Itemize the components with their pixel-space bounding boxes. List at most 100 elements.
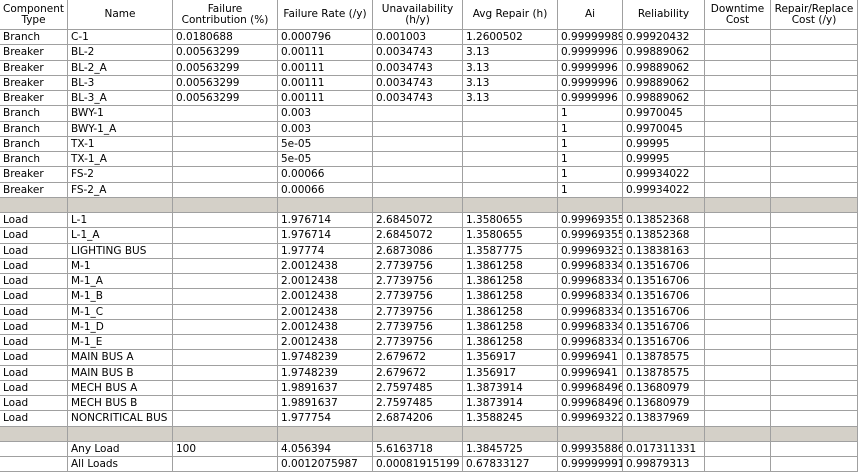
cell[interactable]: 0.99968334 [558, 289, 623, 305]
cell[interactable]: 0.13680979 [623, 381, 705, 396]
cell[interactable]: 0.0034743 [373, 45, 463, 61]
cell[interactable]: 1.3861258 [463, 335, 558, 350]
cell[interactable]: 1.3580655 [463, 228, 558, 244]
cell[interactable] [771, 244, 858, 259]
cell[interactable]: MECH BUS B [68, 396, 173, 411]
cell[interactable]: Branch [0, 152, 68, 167]
cell[interactable]: 2.6874206 [373, 411, 463, 427]
cell[interactable]: 2.0012438 [278, 335, 373, 350]
cell[interactable] [771, 45, 858, 61]
cell[interactable] [771, 137, 858, 152]
cell[interactable]: M-1 [68, 259, 173, 274]
cell[interactable]: Load [0, 396, 68, 411]
cell[interactable]: Breaker [0, 167, 68, 183]
cell[interactable] [373, 122, 463, 137]
cell[interactable]: 1.356917 [463, 350, 558, 366]
cell[interactable]: Load [0, 259, 68, 274]
cell[interactable] [705, 274, 771, 289]
cell[interactable] [771, 289, 858, 305]
cell[interactable]: 0.99969323 [558, 244, 623, 259]
cell[interactable]: Branch [0, 122, 68, 137]
cell[interactable]: 0.13516706 [623, 320, 705, 335]
cell[interactable] [705, 106, 771, 122]
cell[interactable]: 0.99968496 [558, 396, 623, 411]
cell[interactable]: 1.3845725 [463, 442, 558, 457]
cell[interactable]: BL-3 [68, 76, 173, 91]
cell[interactable] [705, 289, 771, 305]
cell[interactable]: 0.9999996 [558, 61, 623, 76]
cell[interactable]: 0.99969355 [558, 213, 623, 228]
cell[interactable]: 1.9748239 [278, 350, 373, 366]
cell[interactable]: 5.6163718 [373, 442, 463, 457]
cell[interactable]: 0.99889062 [623, 61, 705, 76]
cell[interactable] [173, 183, 278, 198]
cell[interactable] [771, 122, 858, 137]
cell[interactable]: 0.13516706 [623, 289, 705, 305]
cell[interactable]: 2.6845072 [373, 213, 463, 228]
cell[interactable] [173, 457, 278, 472]
cell[interactable] [705, 91, 771, 106]
cell[interactable]: Breaker [0, 76, 68, 91]
cell[interactable]: 1.2600502 [463, 30, 558, 45]
cell[interactable]: 0.13516706 [623, 335, 705, 350]
cell[interactable]: 0.99999991 [558, 457, 623, 472]
cell[interactable]: MAIN BUS B [68, 366, 173, 381]
cell[interactable]: 3.13 [463, 76, 558, 91]
cell[interactable] [705, 137, 771, 152]
cell[interactable]: 0.13516706 [623, 274, 705, 289]
cell[interactable] [705, 228, 771, 244]
cell[interactable]: 1.3861258 [463, 320, 558, 335]
cell[interactable] [771, 305, 858, 320]
cell[interactable]: Load [0, 244, 68, 259]
cell[interactable]: BWY-1_A [68, 122, 173, 137]
cell[interactable] [771, 30, 858, 45]
cell[interactable]: Breaker [0, 61, 68, 76]
cell[interactable]: 1.3580655 [463, 213, 558, 228]
cell[interactable]: 0.003 [278, 106, 373, 122]
cell[interactable]: 5e-05 [278, 152, 373, 167]
cell[interactable]: 0.0034743 [373, 76, 463, 91]
cell[interactable]: 3.13 [463, 61, 558, 76]
cell[interactable]: 0.99968496 [558, 381, 623, 396]
cell[interactable]: 0.9996941 [558, 350, 623, 366]
cell[interactable]: FS-2 [68, 167, 173, 183]
cell[interactable]: Load [0, 289, 68, 305]
cell[interactable] [463, 122, 558, 137]
cell[interactable]: Branch [0, 30, 68, 45]
cell[interactable]: 0.99995 [623, 152, 705, 167]
cell[interactable]: 1.3873914 [463, 396, 558, 411]
cell[interactable]: 0.99879313 [623, 457, 705, 472]
cell[interactable]: 0.13516706 [623, 305, 705, 320]
cell[interactable] [173, 152, 278, 167]
cell[interactable]: 0.00563299 [173, 45, 278, 61]
cell[interactable]: 1 [558, 122, 623, 137]
cell[interactable] [173, 137, 278, 152]
cell[interactable] [705, 183, 771, 198]
cell[interactable]: 0.99934022 [623, 183, 705, 198]
cell[interactable]: 1.3861258 [463, 289, 558, 305]
cell[interactable]: 0.00066 [278, 183, 373, 198]
column-header[interactable]: Name [68, 0, 173, 30]
cell[interactable]: 0.13852368 [623, 213, 705, 228]
cell[interactable] [373, 106, 463, 122]
cell[interactable]: 2.7597485 [373, 396, 463, 411]
cell[interactable] [771, 61, 858, 76]
cell[interactable] [771, 366, 858, 381]
cell[interactable]: 1.3861258 [463, 305, 558, 320]
cell[interactable]: 1.3861258 [463, 259, 558, 274]
cell[interactable]: 1.3873914 [463, 381, 558, 396]
cell[interactable]: MAIN BUS A [68, 350, 173, 366]
cell[interactable]: 0.13838163 [623, 244, 705, 259]
cell[interactable] [771, 335, 858, 350]
cell[interactable]: 0.00563299 [173, 76, 278, 91]
cell[interactable] [771, 320, 858, 335]
cell[interactable] [463, 152, 558, 167]
cell[interactable] [705, 350, 771, 366]
cell[interactable]: Breaker [0, 183, 68, 198]
cell[interactable] [705, 259, 771, 274]
cell[interactable] [173, 411, 278, 427]
cell[interactable] [173, 244, 278, 259]
cell[interactable] [173, 274, 278, 289]
cell[interactable]: Load [0, 213, 68, 228]
cell[interactable]: 4.056394 [278, 442, 373, 457]
